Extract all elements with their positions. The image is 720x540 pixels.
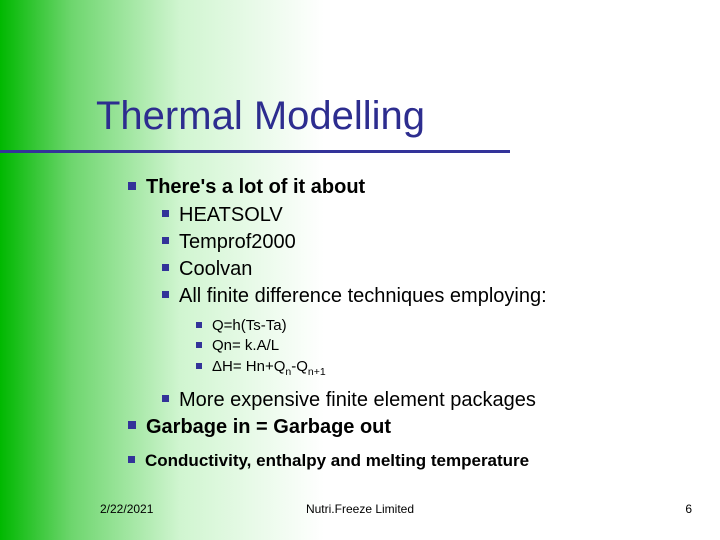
eq3-part-b: -Q xyxy=(291,358,308,375)
footer-org: Nutri.Freeze Limited xyxy=(0,502,720,516)
slide-content: There's a lot of it about HEATSOLV Tempr… xyxy=(128,174,547,474)
bullet-l3-3: ΔH= Hn+Qn-Qn+1 xyxy=(196,357,547,379)
bullet-text: All finite difference techniques employi… xyxy=(179,285,547,307)
bullet-l2-2: Temprof2000 xyxy=(162,229,547,255)
bullet-l2-3: Coolvan xyxy=(162,256,547,282)
bullet-l2-5: More expensive finite element packages xyxy=(162,387,547,413)
eq3-part-a: ΔH= Hn+Q xyxy=(212,358,285,375)
square-bullet-icon xyxy=(196,322,202,328)
square-bullet-icon xyxy=(128,421,136,429)
bullet-text: Garbage in = Garbage out xyxy=(146,416,391,438)
square-bullet-icon xyxy=(128,456,135,463)
bullet-text: Qn= k.A/L xyxy=(212,337,279,354)
title-underline xyxy=(0,150,510,153)
eq3-sub2: n+1 xyxy=(308,366,326,378)
square-bullet-icon xyxy=(128,182,136,190)
bullet-l2-4: All finite difference techniques employi… xyxy=(162,283,547,309)
bullet-l3-2: Qn= k.A/L xyxy=(196,336,547,356)
bullet-l1-1: There's a lot of it about xyxy=(128,174,547,200)
square-bullet-icon xyxy=(162,237,169,244)
bullet-l1-2: Garbage in = Garbage out xyxy=(128,414,547,440)
bullet-l3-1: Q=h(Ts-Ta) xyxy=(196,316,547,336)
square-bullet-icon xyxy=(196,363,202,369)
bullet-text: Temprof2000 xyxy=(179,231,296,253)
square-bullet-icon xyxy=(162,210,169,217)
square-bullet-icon xyxy=(196,342,202,348)
square-bullet-icon xyxy=(162,291,169,298)
bullet-l2-1: HEATSOLV xyxy=(162,202,547,228)
bullet-text: HEATSOLV xyxy=(179,204,283,226)
bullet-text: Coolvan xyxy=(179,258,252,280)
square-bullet-icon xyxy=(162,395,169,402)
footer-page-number: 6 xyxy=(685,502,692,516)
bullet-text: More expensive finite element packages xyxy=(179,389,536,411)
bullet-text: There's a lot of it about xyxy=(146,176,365,198)
slide-title: Thermal Modelling xyxy=(96,94,425,139)
bullet-text: Q=h(Ts-Ta) xyxy=(212,317,287,334)
square-bullet-icon xyxy=(162,264,169,271)
bullet-text: Conductivity, enthalpy and melting tempe… xyxy=(145,451,529,470)
bullet-l1-3: Conductivity, enthalpy and melting tempe… xyxy=(128,450,547,472)
